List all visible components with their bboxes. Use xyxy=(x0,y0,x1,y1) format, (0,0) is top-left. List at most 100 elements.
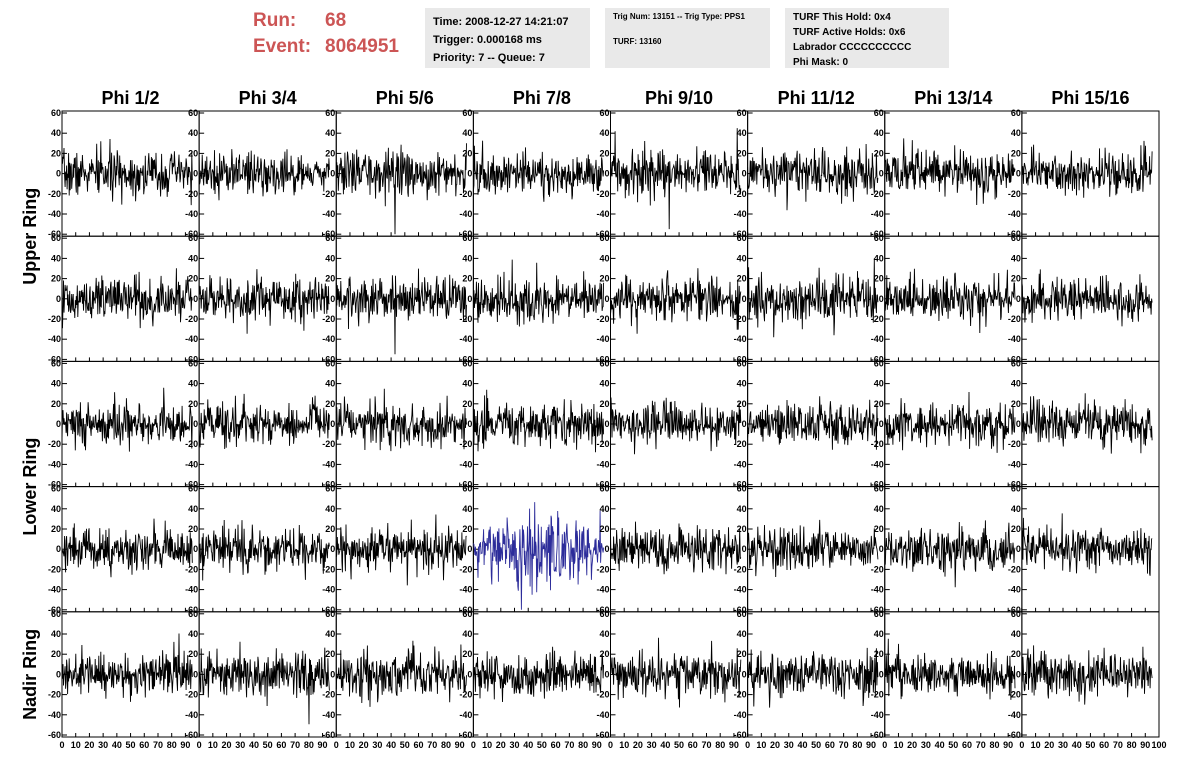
x-tick-label: 100 xyxy=(1151,740,1166,750)
waveform-trace xyxy=(335,640,467,707)
y-tick-label: 40 xyxy=(51,253,61,263)
waveform-trace xyxy=(61,633,193,702)
x-tick-label: 0 xyxy=(608,740,613,750)
y-tick-label: -40 xyxy=(596,585,609,595)
y-tick-label: 20 xyxy=(599,649,609,659)
waveform-trace xyxy=(472,646,605,703)
y-tick-label: 60 xyxy=(737,108,747,118)
waveform-trace xyxy=(610,397,742,455)
y-tick-label: -60 xyxy=(185,480,198,490)
y-tick-label: 40 xyxy=(1011,379,1021,389)
y-tick-label: 0 xyxy=(742,669,747,679)
x-tick-label: 30 xyxy=(921,740,931,750)
y-tick-label: 40 xyxy=(462,379,472,389)
y-tick-label: 0 xyxy=(330,669,335,679)
y-tick-label: 60 xyxy=(188,484,198,494)
y-tick-label: 60 xyxy=(874,233,884,243)
y-tick-label: -60 xyxy=(322,605,335,615)
y-tick-label: 0 xyxy=(742,169,747,179)
y-tick-label: -20 xyxy=(871,314,884,324)
y-tick-label: 20 xyxy=(1011,524,1021,534)
x-tick-label: 50 xyxy=(263,740,273,750)
y-tick-label: -20 xyxy=(459,189,472,199)
y-tick-label: -20 xyxy=(596,314,609,324)
y-tick-label: -20 xyxy=(1008,189,1021,199)
y-tick-label: 60 xyxy=(325,358,335,368)
x-tick-label: 60 xyxy=(1099,740,1109,750)
y-tick-label: -20 xyxy=(459,690,472,700)
y-tick-label: -40 xyxy=(48,459,61,469)
y-tick-label: -20 xyxy=(596,690,609,700)
x-tick-label: 70 xyxy=(701,740,711,750)
y-tick-label: -40 xyxy=(185,710,198,720)
x-tick-label: 40 xyxy=(1072,740,1082,750)
y-tick-label: -60 xyxy=(596,480,609,490)
y-tick-label: 0 xyxy=(330,294,335,304)
x-tick-label: 0 xyxy=(334,740,339,750)
y-tick-label: 0 xyxy=(56,669,61,679)
waveform-trace xyxy=(335,268,467,355)
y-tick-label: 40 xyxy=(874,253,884,263)
turf-hold-text: TURF This Hold: 0x4 xyxy=(793,12,891,23)
y-tick-label: -20 xyxy=(459,564,472,574)
y-tick-label: 20 xyxy=(462,649,472,659)
y-tick-label: -60 xyxy=(185,229,198,239)
x-tick-label: 70 xyxy=(290,740,300,750)
waveform-trace xyxy=(1021,645,1153,705)
y-tick-label: 0 xyxy=(879,294,884,304)
x-tick-label: 60 xyxy=(414,740,424,750)
x-tick-label: 70 xyxy=(839,740,849,750)
waveform-trace xyxy=(335,514,467,586)
y-tick-label: 60 xyxy=(599,108,609,118)
y-tick-label: 0 xyxy=(467,669,472,679)
y-tick-label: -60 xyxy=(596,229,609,239)
y-tick-label: 60 xyxy=(737,233,747,243)
x-tick-label: 10 xyxy=(619,740,629,750)
trigger-info-box: Trig Num: 13151 -- Trig Type: PPS1 TURF:… xyxy=(605,8,770,68)
y-tick-label: 40 xyxy=(599,504,609,514)
column-title: Phi 13/14 xyxy=(914,88,992,108)
y-tick-label: 20 xyxy=(51,649,61,659)
x-tick-label: 10 xyxy=(756,740,766,750)
y-tick-label: -60 xyxy=(322,229,335,239)
y-tick-label: -40 xyxy=(734,585,747,595)
y-tick-label: 40 xyxy=(51,629,61,639)
y-tick-label: -60 xyxy=(459,480,472,490)
y-tick-label: -40 xyxy=(185,209,198,219)
waveform-trace xyxy=(610,637,742,708)
x-tick-label: 90 xyxy=(592,740,602,750)
y-tick-label: 20 xyxy=(462,148,472,158)
y-tick-label: -20 xyxy=(322,314,335,324)
waveform-trace xyxy=(335,388,467,452)
y-tick-label: -20 xyxy=(322,564,335,574)
y-tick-label: -60 xyxy=(871,730,884,740)
run-label: Run: xyxy=(253,10,297,31)
y-tick-label: -60 xyxy=(871,354,884,364)
x-tick-label: 40 xyxy=(797,740,807,750)
waveform-trace xyxy=(1021,140,1153,198)
x-tick-label: 20 xyxy=(84,740,94,750)
y-tick-label: 40 xyxy=(188,128,198,138)
y-tick-label: 60 xyxy=(325,233,335,243)
y-tick-label: -60 xyxy=(734,730,747,740)
y-tick-label: -40 xyxy=(596,209,609,219)
y-tick-label: 0 xyxy=(604,294,609,304)
ring-label: Nadir Ring xyxy=(20,629,40,720)
y-tick-label: 40 xyxy=(599,253,609,263)
y-tick-label: 40 xyxy=(1011,253,1021,263)
y-tick-label: -60 xyxy=(871,480,884,490)
y-tick-label: -20 xyxy=(871,439,884,449)
y-tick-label: -20 xyxy=(322,439,335,449)
y-tick-label: 60 xyxy=(737,609,747,619)
y-tick-label: 40 xyxy=(599,629,609,639)
y-tick-label: -60 xyxy=(185,354,198,364)
y-tick-label: 20 xyxy=(1011,148,1021,158)
x-tick-label: 60 xyxy=(551,740,561,750)
y-tick-label: 0 xyxy=(879,544,884,554)
y-tick-label: -40 xyxy=(459,209,472,219)
y-tick-label: 60 xyxy=(599,233,609,243)
y-tick-label: -40 xyxy=(596,459,609,469)
y-tick-label: -60 xyxy=(459,730,472,740)
y-tick-label: -60 xyxy=(48,354,61,364)
